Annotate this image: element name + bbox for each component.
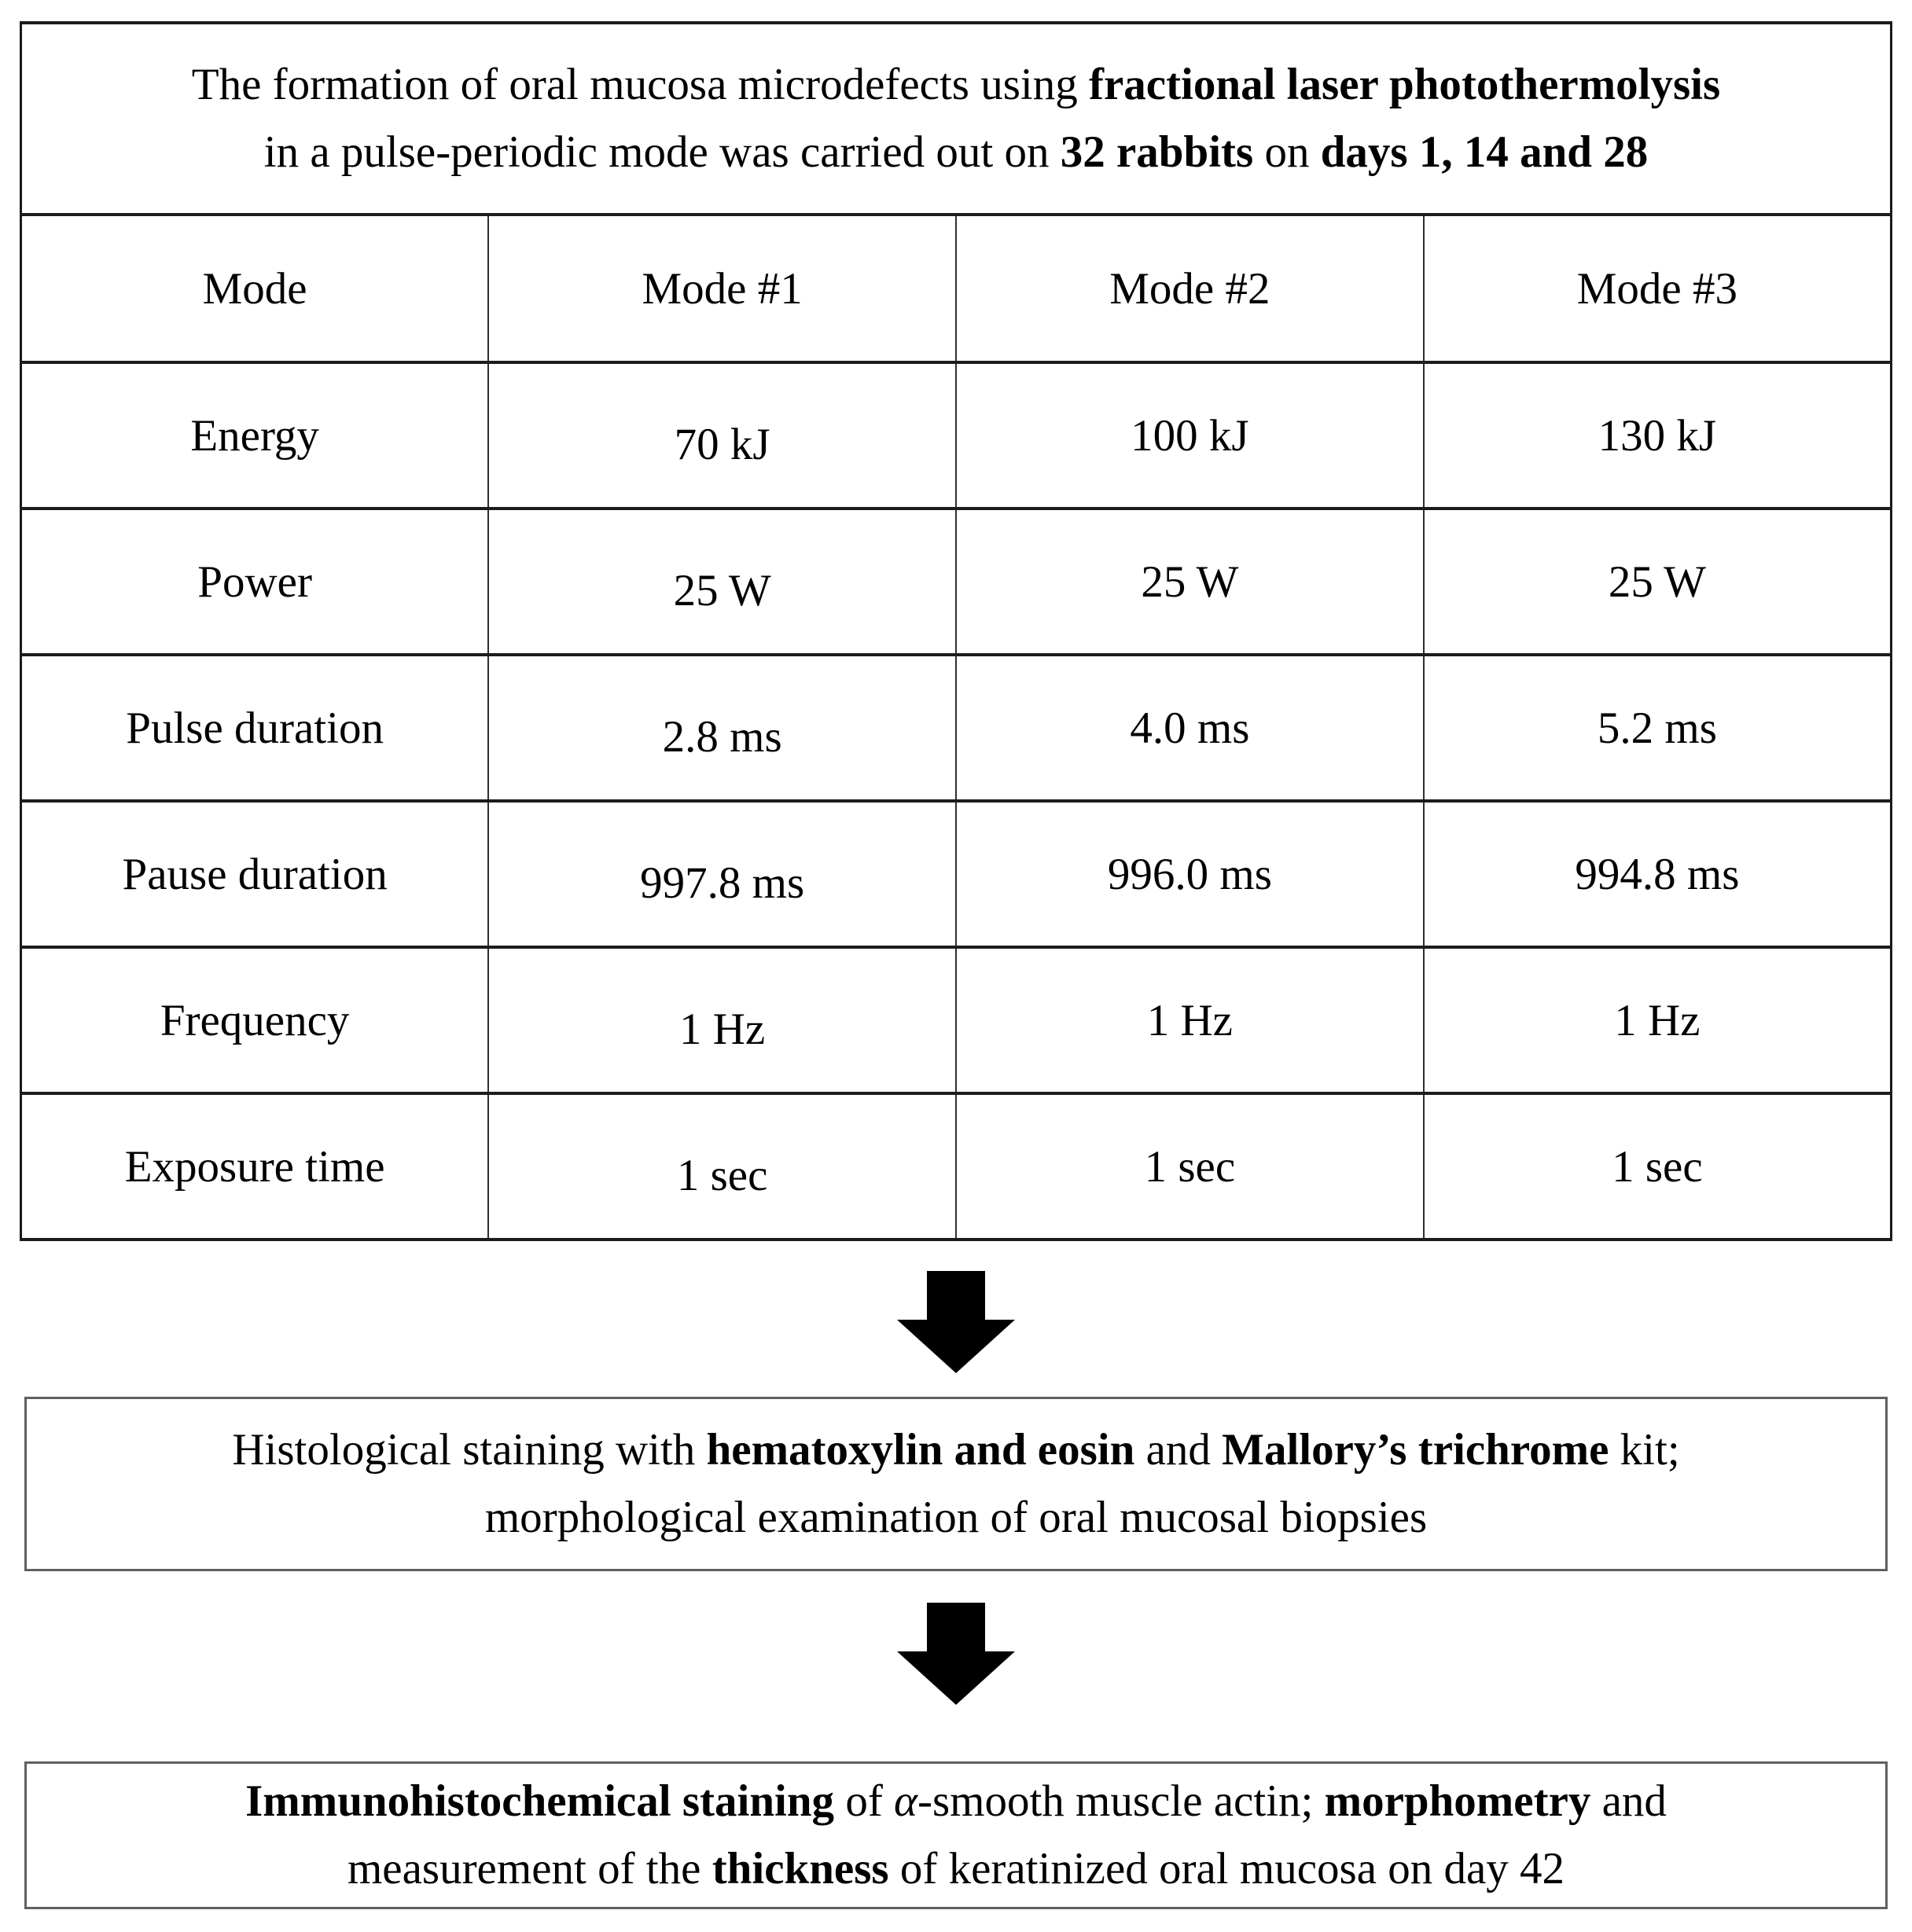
- text-segment: Mallory’s trichrome: [1222, 1425, 1609, 1475]
- header-cell-mode: Mode: [20, 213, 490, 364]
- text-line: in a pulse-periodic mode was carried out…: [22, 119, 1890, 186]
- value-cell: 25 W: [1422, 507, 1892, 656]
- header-cell-mode-2: Mode #2: [955, 213, 1425, 364]
- text-segment: on: [1253, 127, 1321, 177]
- text-segment: morphological examination of oral mucosa…: [484, 1493, 1428, 1542]
- text-segment: Histological staining with: [232, 1425, 707, 1475]
- value-cell: 996.0 ms: [955, 799, 1425, 949]
- text-segment: -smooth muscle actin;: [917, 1776, 1325, 1826]
- value-text: 1 Hz: [679, 1004, 766, 1054]
- table-row: Pause duration 997.8 ms 996.0 ms 994.8 ms: [20, 799, 1892, 949]
- value-text: 1 sec: [1612, 1141, 1703, 1192]
- value-text: 25 W: [1141, 556, 1239, 607]
- value-cell: 1 Hz: [1422, 946, 1892, 1095]
- text-segment: kit;: [1609, 1425, 1680, 1475]
- text-line: Histological staining with hematoxylin a…: [232, 1416, 1679, 1484]
- row-label-cell: Energy: [20, 361, 490, 510]
- text-segment: of: [834, 1776, 895, 1826]
- value-cell: 2.8 ms: [487, 653, 957, 803]
- header-cell-mode-1: Mode #1: [487, 213, 957, 364]
- value-text: 130 kJ: [1598, 410, 1717, 461]
- value-text: 1 sec: [1144, 1141, 1236, 1192]
- text-segment: in a pulse-periodic mode was carried out…: [263, 127, 1061, 177]
- value-cell: 997.8 ms: [487, 799, 957, 949]
- value-cell: 1 sec: [955, 1092, 1425, 1241]
- value-text: 4.0 ms: [1130, 703, 1250, 753]
- row-label-cell: Power: [20, 507, 490, 656]
- value-cell: 1 sec: [1422, 1092, 1892, 1241]
- row-label-cell: Pulse duration: [20, 653, 490, 803]
- value-text: 997.8 ms: [640, 858, 805, 908]
- value-text: 996.0 ms: [1107, 849, 1272, 899]
- text-segment: fractional laser photothermolysis: [1089, 60, 1721, 109]
- value-text: 70 kJ: [674, 419, 770, 469]
- value-cell: 994.8 ms: [1422, 799, 1892, 949]
- value-cell: 4.0 ms: [955, 653, 1425, 803]
- table-row: Energy 70 kJ 100 kJ 130 kJ: [20, 361, 1892, 510]
- row-label-cell: Frequency: [20, 946, 490, 1095]
- text-segment: and: [1134, 1425, 1223, 1475]
- text-segment: thickness: [711, 1844, 889, 1893]
- text-segment: of keratinized oral mucosa on day 42: [888, 1844, 1565, 1893]
- flow-arrow-1: [20, 1271, 1892, 1373]
- value-cell: 5.2 ms: [1422, 653, 1892, 803]
- value-text: 1 Hz: [1146, 995, 1233, 1045]
- value-cell: 1 sec: [487, 1092, 957, 1241]
- value-cell: 1 Hz: [487, 946, 957, 1095]
- value-text: 100 kJ: [1131, 410, 1249, 461]
- value-cell: 1 Hz: [955, 946, 1425, 1095]
- laser-modes-table-body: The formation of oral mucosa microdefect…: [20, 21, 1892, 1241]
- value-cell: 70 kJ: [487, 361, 957, 510]
- table-row: Exposure time 1 sec 1 sec 1 sec: [20, 1092, 1892, 1241]
- row-label-cell: Pause duration: [20, 799, 490, 949]
- study-description-cell: The formation of oral mucosa microdefect…: [20, 21, 1892, 216]
- value-text: 25 W: [673, 565, 771, 615]
- text-segment: days 1, 14 and 28: [1320, 127, 1649, 177]
- immunohistochemistry-box: Immunohistochemical staining of α-smooth…: [24, 1761, 1888, 1909]
- value-text: 25 W: [1608, 556, 1706, 607]
- value-cell: 25 W: [955, 507, 1425, 656]
- text-segment: morphometry: [1324, 1776, 1591, 1826]
- text-line: The formation of oral mucosa microdefect…: [22, 51, 1890, 119]
- value-text: 994.8 ms: [1575, 849, 1740, 899]
- text-segment: 32 rabbits: [1060, 127, 1254, 177]
- row-label-cell: Exposure time: [20, 1092, 490, 1241]
- text-line: morphological examination of oral mucosa…: [485, 1484, 1427, 1552]
- value-text: 1 Hz: [1614, 995, 1701, 1045]
- value-text: 2.8 ms: [662, 711, 782, 762]
- value-cell: 100 kJ: [955, 361, 1425, 510]
- text-segment: hematoxylin and eosin: [706, 1425, 1135, 1475]
- table-row: Pulse duration 2.8 ms 4.0 ms 5.2 ms: [20, 653, 1892, 803]
- study-description-row: The formation of oral mucosa microdefect…: [20, 21, 1892, 216]
- text-segment: The formation of oral mucosa microdefect…: [191, 60, 1089, 109]
- value-text: 5.2 ms: [1597, 703, 1717, 753]
- laser-modes-table: The formation of oral mucosa microdefect…: [20, 21, 1892, 1241]
- value-cell: 25 W: [487, 507, 957, 656]
- table-header-row: Mode Mode #1 Mode #2 Mode #3: [20, 213, 1892, 364]
- down-arrow-icon: [897, 1603, 1015, 1705]
- text-segment: and: [1590, 1776, 1667, 1826]
- text-segment: measurement of the: [347, 1844, 712, 1893]
- table-row: Frequency 1 Hz 1 Hz 1 Hz: [20, 946, 1892, 1095]
- histology-box: Histological staining with hematoxylin a…: [24, 1397, 1888, 1571]
- table-row: Power 25 W 25 W 25 W: [20, 507, 1892, 656]
- text-line: Immunohistochemical staining of α-smooth…: [245, 1768, 1667, 1835]
- text-line: measurement of the thickness of keratini…: [347, 1835, 1565, 1903]
- value-cell: 130 kJ: [1422, 361, 1892, 510]
- text-segment: Immunohistochemical staining: [245, 1776, 835, 1826]
- header-cell-mode-3: Mode #3: [1422, 213, 1892, 364]
- text-segment: α: [894, 1776, 917, 1826]
- value-text: 1 sec: [676, 1150, 768, 1200]
- flow-arrow-2: [20, 1603, 1892, 1705]
- down-arrow-icon: [897, 1271, 1015, 1373]
